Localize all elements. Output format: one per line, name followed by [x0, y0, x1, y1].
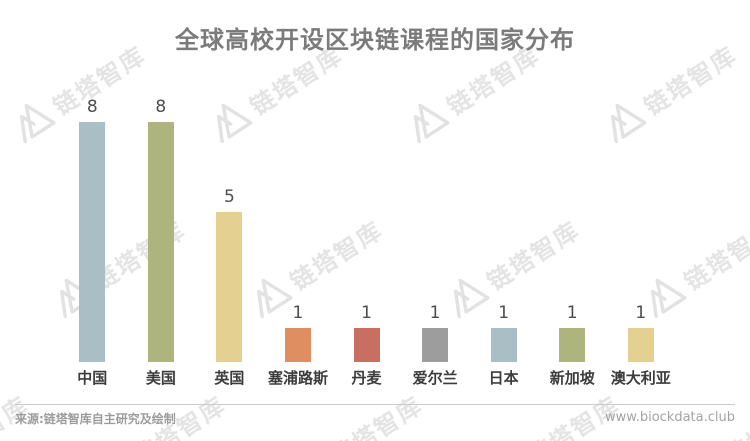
- bar-slot: 1: [401, 0, 470, 362]
- footer-url-text: www.biockdata.club: [605, 410, 735, 425]
- bar-chart-plot-area: 8 8 5 1 1 1 1 1 1: [58, 0, 675, 362]
- bar-value-label: 1: [566, 303, 578, 324]
- bar-中国: [79, 122, 106, 362]
- bar-value-label: 1: [429, 303, 441, 324]
- category-label: 美国: [145, 369, 176, 387]
- category-label: 新加坡: [549, 369, 595, 387]
- bar-slot: 1: [538, 0, 607, 362]
- bar-slot: 8: [127, 0, 196, 362]
- bar-美国: [147, 122, 174, 362]
- category-label: 日本: [488, 369, 519, 387]
- watermark-tile: 链塔智库: [282, 383, 429, 441]
- category-label: 中国: [77, 369, 108, 387]
- watermark-tile: 链塔智库: [479, 383, 625, 441]
- bar-value-label: 1: [292, 303, 304, 324]
- bar-slot: 1: [607, 0, 676, 362]
- category-label: 澳大利亚: [610, 369, 671, 387]
- bar-新加坡: [559, 328, 586, 362]
- bar-slot: 5: [195, 0, 264, 362]
- chart-title: 全球高校开设区块链课程的国家分布: [175, 26, 575, 54]
- footer-divider: [15, 404, 735, 405]
- category-label: 英国: [214, 369, 245, 387]
- bar-丹麦: [353, 328, 380, 362]
- bar-value-label: 1: [361, 303, 372, 324]
- bar-value-label: 1: [635, 303, 647, 324]
- bar-澳大利亚: [627, 328, 654, 362]
- bar-value-label: 5: [223, 187, 235, 208]
- category-label: 塞浦路斯: [267, 369, 328, 387]
- category-label: 爱尔兰: [412, 369, 458, 387]
- watermark-text: 链塔智库: [679, 216, 750, 297]
- bar-value-label: 8: [86, 97, 98, 118]
- category-axis: 中国 美国 英国 塞浦路斯 丹麦 爱尔兰 日本 新加坡 澳大利亚: [58, 367, 675, 388]
- bar-slot: 1: [469, 0, 538, 362]
- bar-爱尔兰: [422, 328, 449, 362]
- watermark-text: 链塔智库: [325, 391, 429, 441]
- bar-slot: 1: [264, 0, 333, 362]
- bar-slot: 1: [332, 0, 401, 362]
- mountain-logo-icon: [19, 103, 56, 144]
- bar-塞浦路斯: [284, 328, 311, 362]
- category-label: 丹麦: [351, 369, 382, 387]
- bar-英国: [216, 212, 243, 362]
- bar-slot: 8: [58, 0, 127, 362]
- footer-source-text: 来源:链塔智库自主研究及绘制: [15, 412, 176, 426]
- bar-value-label: 1: [498, 303, 510, 324]
- bar-value-label: 8: [155, 97, 167, 118]
- bar-日本: [490, 328, 517, 362]
